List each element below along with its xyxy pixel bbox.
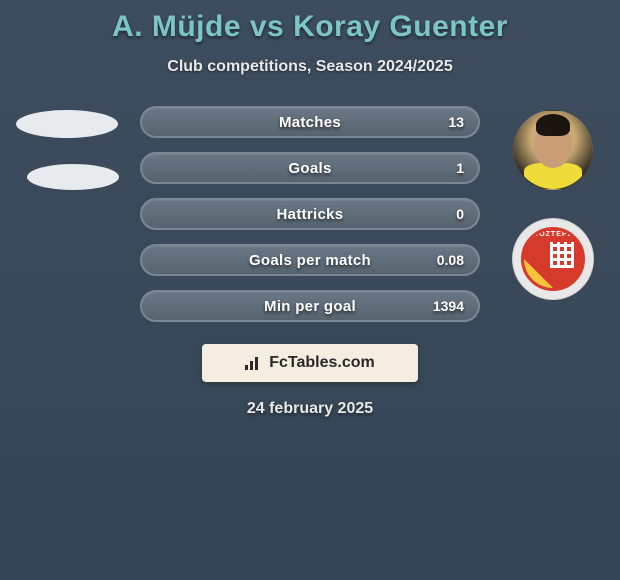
stat-value-right: 1 [456,160,464,176]
stat-bar-hattricks: Hattricks 0 [140,198,480,230]
stat-bar-matches: Matches 13 [140,106,480,138]
right-club-badge: GÖZTEPE [512,218,594,300]
bar-chart-icon [245,356,263,370]
right-player-column: GÖZTEPE [498,110,608,300]
stat-value-right: 0.08 [437,252,464,268]
stat-label: Goals per match [249,252,371,269]
page-title: A. Müjde vs Koray Guenter [0,0,620,44]
left-player-column [12,110,122,190]
brand-watermark: FcTables.com [202,344,418,382]
stat-bar-min-per-goal: Min per goal 1394 [140,290,480,322]
stat-label: Matches [279,114,341,131]
stat-label: Min per goal [264,298,356,315]
club-crest: GÖZTEPE [521,227,585,291]
right-player-avatar [513,110,593,190]
subtitle: Club competitions, Season 2024/2025 [0,58,620,76]
brand-text: FcTables.com [269,354,375,372]
stat-value-right: 13 [448,114,464,130]
club-name: GÖZTEPE [524,231,582,238]
player-face [534,124,572,168]
stat-value-right: 1394 [433,298,464,314]
stat-bar-goals: Goals 1 [140,152,480,184]
comparison-row: Matches 13 Goals 1 Hattricks 0 Goals per… [0,106,620,322]
stat-label: Goals [288,160,331,177]
stat-bars: Matches 13 Goals 1 Hattricks 0 Goals per… [140,106,480,322]
left-club-badge-placeholder [27,164,119,190]
stat-label: Hattricks [277,206,344,223]
left-player-avatar-placeholder [16,110,118,138]
snapshot-date: 24 february 2025 [0,400,620,418]
stat-bar-goals-per-match: Goals per match 0.08 [140,244,480,276]
stat-value-right: 0 [456,206,464,222]
